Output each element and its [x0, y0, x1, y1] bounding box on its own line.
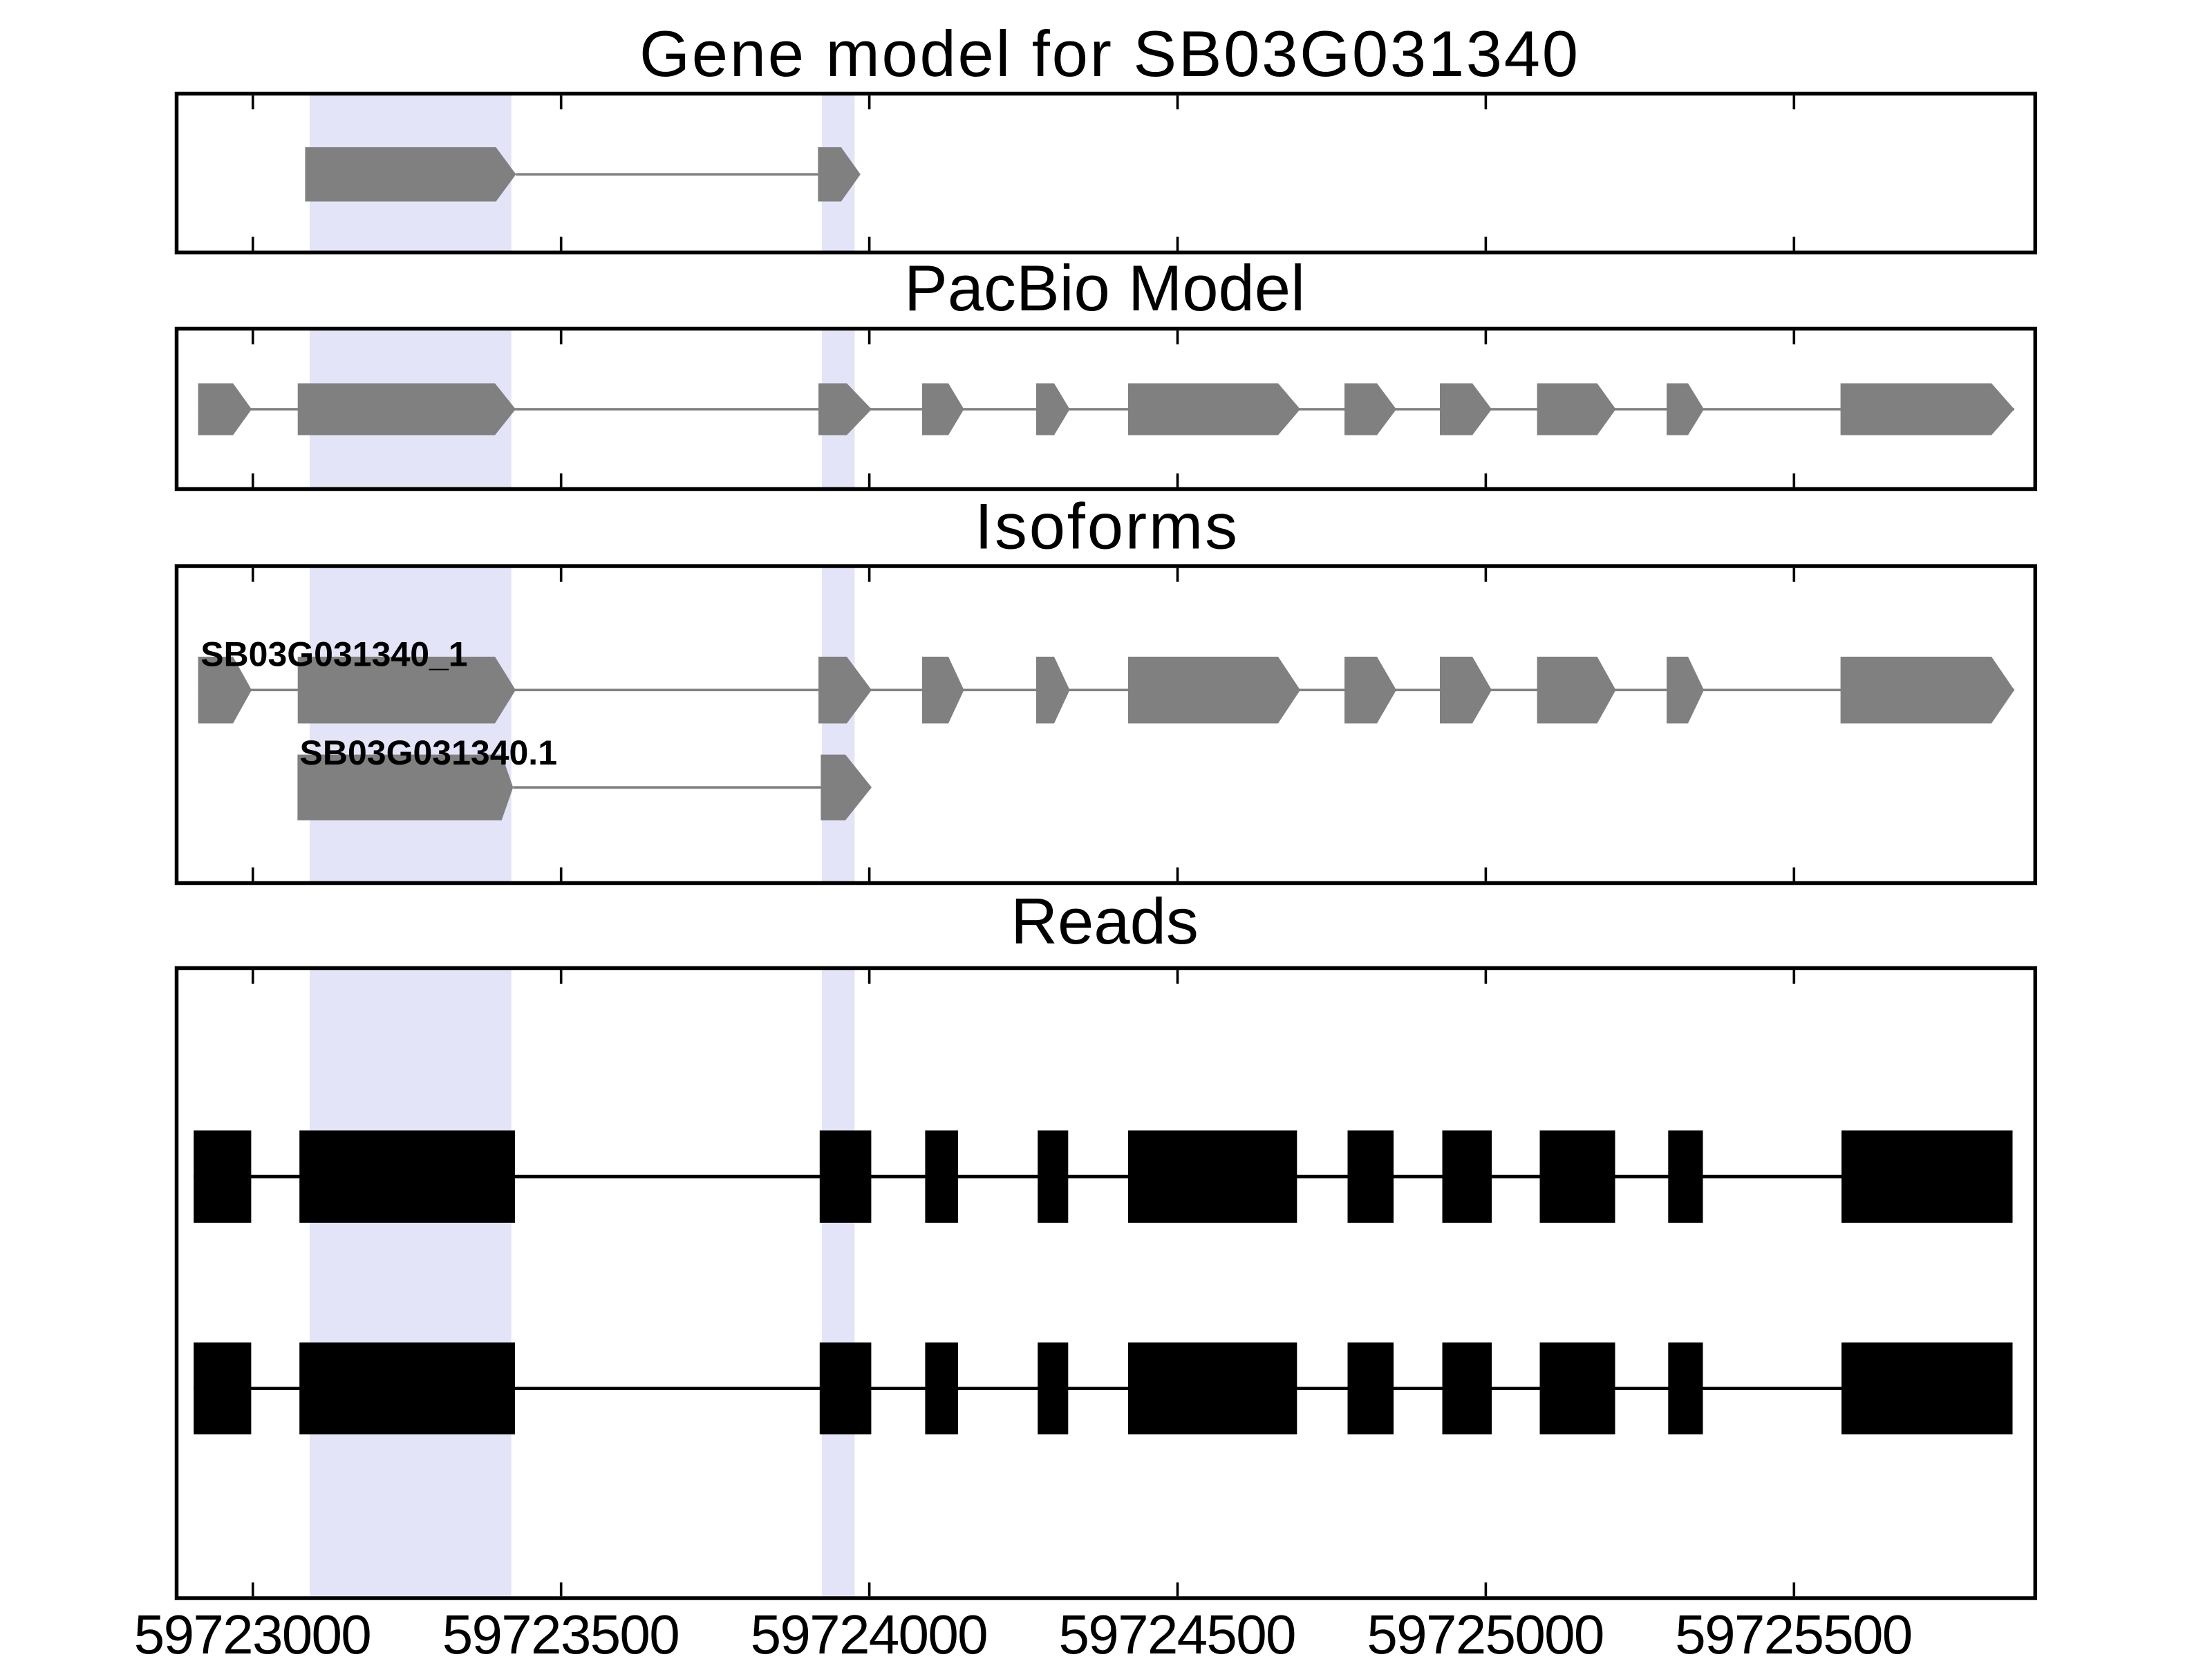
svg-text:Gene model for SB03G031340: Gene model for SB03G031340 — [639, 17, 1578, 90]
svg-text:Reads: Reads — [1011, 885, 1199, 957]
svg-text:59723500: 59723500 — [442, 1604, 680, 1659]
svg-text:59724500: 59724500 — [1059, 1604, 1297, 1659]
svg-text:59723000: 59723000 — [134, 1604, 372, 1659]
svg-text:SB03G031340_1: SB03G031340_1 — [200, 635, 467, 674]
svg-text:Isoforms: Isoforms — [975, 490, 1237, 563]
svg-text:PacBio Model: PacBio Model — [904, 252, 1305, 324]
svg-text:59724000: 59724000 — [751, 1604, 988, 1659]
svg-text:59725000: 59725000 — [1367, 1604, 1604, 1659]
svg-text:SB03G031340.1: SB03G031340.1 — [300, 733, 558, 772]
svg-text:59725500: 59725500 — [1675, 1604, 1913, 1659]
